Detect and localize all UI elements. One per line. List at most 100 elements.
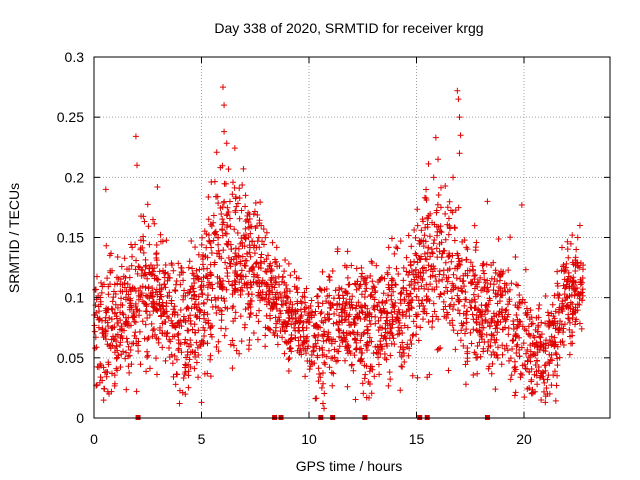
data-point bbox=[213, 149, 220, 156]
data-point bbox=[454, 265, 461, 272]
data-point bbox=[320, 380, 327, 387]
data-point bbox=[376, 371, 383, 378]
data-point bbox=[358, 264, 365, 271]
data-point bbox=[286, 288, 293, 295]
data-point bbox=[491, 313, 498, 320]
data-point bbox=[384, 271, 391, 278]
data-point bbox=[195, 327, 202, 334]
data-point bbox=[377, 350, 384, 357]
data-point bbox=[401, 298, 408, 305]
data-point bbox=[361, 302, 368, 309]
data-point bbox=[514, 316, 521, 323]
data-point bbox=[548, 341, 555, 348]
data-point bbox=[286, 345, 293, 352]
data-point bbox=[159, 320, 166, 327]
data-point bbox=[208, 297, 215, 304]
data-point bbox=[385, 292, 392, 299]
data-point bbox=[278, 301, 285, 308]
data-point bbox=[171, 303, 178, 310]
y-tick-label: 0.15 bbox=[57, 230, 84, 246]
data-point bbox=[239, 253, 246, 260]
data-point bbox=[207, 356, 214, 363]
data-point bbox=[375, 347, 382, 354]
data-point bbox=[254, 336, 261, 343]
data-point bbox=[370, 283, 377, 290]
data-point bbox=[495, 236, 502, 243]
data-point bbox=[213, 310, 220, 317]
data-point bbox=[306, 366, 313, 373]
data-point bbox=[569, 232, 576, 239]
data-point bbox=[533, 357, 540, 364]
data-point bbox=[334, 246, 341, 253]
data-point bbox=[281, 350, 288, 357]
data-point bbox=[223, 224, 230, 231]
data-point bbox=[417, 324, 424, 331]
data-point bbox=[549, 301, 556, 308]
data-point bbox=[128, 262, 135, 269]
data-point bbox=[551, 368, 558, 375]
data-point bbox=[433, 245, 440, 252]
data-point bbox=[140, 233, 147, 240]
data-point bbox=[161, 281, 168, 288]
data-point bbox=[119, 310, 126, 317]
data-point bbox=[318, 309, 325, 316]
data-point bbox=[125, 343, 132, 350]
data-point bbox=[236, 185, 243, 192]
data-point bbox=[482, 279, 489, 286]
data-point bbox=[521, 326, 528, 333]
data-point bbox=[535, 305, 542, 312]
data-point bbox=[556, 306, 563, 313]
data-point bbox=[444, 221, 451, 228]
data-point bbox=[318, 317, 325, 324]
data-point bbox=[265, 252, 272, 259]
data-point bbox=[515, 321, 522, 328]
data-point bbox=[181, 339, 188, 346]
data-point bbox=[409, 372, 416, 379]
data-point bbox=[154, 276, 161, 283]
data-point bbox=[137, 361, 144, 368]
data-point bbox=[200, 339, 207, 346]
data-point bbox=[195, 251, 202, 258]
data-point bbox=[546, 390, 553, 397]
data-point bbox=[196, 266, 203, 273]
data-point bbox=[262, 324, 269, 331]
data-point bbox=[434, 232, 441, 239]
data-point bbox=[221, 332, 228, 339]
data-point bbox=[215, 234, 222, 241]
data-point bbox=[275, 273, 282, 280]
data-point bbox=[518, 299, 525, 306]
data-point bbox=[319, 352, 326, 359]
data-point bbox=[316, 285, 323, 292]
data-point bbox=[565, 273, 572, 280]
data-point bbox=[162, 318, 169, 325]
data-point bbox=[272, 259, 279, 266]
data-point bbox=[218, 317, 225, 324]
data-point bbox=[321, 286, 328, 293]
data-point bbox=[237, 240, 244, 247]
data-point bbox=[435, 156, 441, 163]
data-point bbox=[565, 315, 572, 322]
data-point bbox=[213, 193, 220, 200]
data-point bbox=[220, 277, 227, 284]
data-point bbox=[294, 284, 301, 291]
data-point bbox=[146, 365, 153, 372]
data-point bbox=[430, 300, 437, 307]
data-point bbox=[422, 255, 429, 262]
data-point bbox=[207, 240, 214, 247]
data-point bbox=[385, 244, 392, 251]
data-point bbox=[445, 231, 452, 238]
data-point bbox=[358, 303, 365, 310]
data-point bbox=[110, 294, 117, 301]
data-point bbox=[423, 281, 430, 288]
data-point bbox=[537, 334, 544, 341]
data-point bbox=[133, 388, 140, 395]
data-point bbox=[364, 323, 371, 330]
data-point bbox=[201, 228, 208, 235]
data-point bbox=[237, 260, 244, 267]
data-point bbox=[106, 390, 113, 397]
data-point bbox=[475, 293, 482, 300]
x-tick-label: 15 bbox=[409, 431, 425, 447]
data-point bbox=[381, 308, 388, 315]
data-point bbox=[151, 326, 158, 333]
data-point bbox=[522, 365, 529, 372]
